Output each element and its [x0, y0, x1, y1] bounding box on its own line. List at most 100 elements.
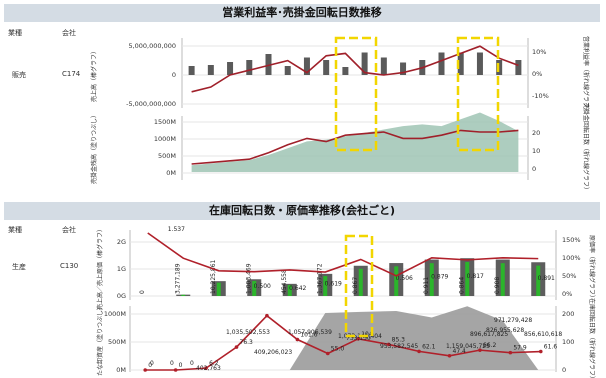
panel3-bar-inner	[465, 261, 470, 296]
panel4-left-tick: 500M	[108, 338, 126, 346]
panel1-bar	[227, 62, 234, 75]
panel4-point	[538, 349, 543, 354]
panel4-left-tick: 0M	[116, 366, 126, 374]
panel4-right-axis-title: 在庫回転日数（折れ線グラフ）	[588, 298, 596, 378]
panel1-bar	[361, 52, 368, 75]
highlight-box-3	[344, 234, 374, 338]
panel4-right-tick: 200	[562, 310, 574, 318]
panel1-bar	[380, 57, 387, 75]
panel3-bar-inner	[323, 276, 328, 296]
panel4-left-axis-title: たな卸資産（塗りつぶし）	[96, 304, 104, 376]
panel4-point	[143, 368, 148, 372]
panel3-line	[147, 232, 539, 277]
panel4-line-label: 104	[361, 331, 373, 338]
panel1-bar	[400, 62, 407, 75]
panel1-left-axis-title: 売上高（棒グラフ）	[90, 48, 98, 102]
panel4-area-label: 953,582,545	[380, 343, 418, 350]
panel2-right-tick: 10	[532, 147, 540, 155]
panel1-bar	[284, 66, 291, 75]
panel3-right-tick: 50%	[562, 272, 576, 280]
panel2-left-tick: 1500M	[154, 118, 176, 126]
panel1-right-axis-title: 営業利益率（折れ線グラフ）	[582, 36, 590, 114]
panel4-line-label: 55.0	[331, 346, 345, 353]
panel1-bar	[207, 65, 214, 75]
panel4-area-label: 856,610,618	[524, 331, 562, 338]
panel3-bar-label: 10,225,861	[210, 259, 217, 294]
panel4-right-tick: 0	[562, 366, 566, 374]
chart2-row-company: C130	[60, 262, 79, 270]
panel3-bar-inner	[358, 268, 363, 296]
panel4-point	[234, 345, 239, 349]
panel1-bar	[323, 60, 330, 75]
chart1-col-industry: 業種	[8, 29, 22, 37]
panel4-line	[145, 314, 541, 371]
panel4-point	[447, 353, 452, 358]
chart1-svg: 5,000,000,000 0 -5,000,000,000 10% 0% -10% 売上高…	[90, 36, 590, 193]
panel3-bar-inner-label: 0.619	[325, 280, 342, 287]
chart2-row-industry: 生産	[12, 263, 26, 271]
panel1-bar	[457, 52, 464, 75]
panel4-point	[478, 348, 482, 352]
panel4-line-label: 62.1	[422, 343, 436, 350]
panel1-right-tick: 10%	[532, 48, 546, 56]
panel1-bar	[476, 52, 483, 75]
panel3-bar-label: 0.864	[458, 277, 465, 294]
panel4-line-label: 0	[148, 362, 152, 369]
panel4-area-label: 402,763	[196, 365, 221, 372]
panel1-right-tick: -10%	[532, 92, 549, 100]
panel3-bar-inner	[394, 266, 399, 296]
panel3-bar-inner	[252, 280, 257, 296]
panel3-right-tick: 100%	[562, 254, 581, 262]
panel4-line-label: 47.4	[453, 348, 467, 355]
panel1-left-tick: 0	[172, 71, 176, 79]
panel3-bar-inner	[429, 263, 434, 296]
panel4-line-label: 57.9	[513, 345, 527, 352]
panel3-bar-inner	[500, 263, 505, 296]
panel1-left-tick: -5,000,000,000	[126, 100, 176, 108]
highlight-box-1	[334, 36, 378, 152]
panel3-bar-inner	[216, 282, 221, 296]
panel4-area-label: 1,035,502,553	[226, 329, 270, 336]
panel3-left-axis-title: 売上高／売上原価（棒グラフ）	[96, 226, 104, 310]
panel3-bar-label: 1,367,172	[316, 263, 323, 294]
panel4-point	[417, 349, 421, 354]
chart1-title: 営業利益率･売掛金回転日数推移	[4, 4, 600, 22]
panel2-left-tick: 1000M	[154, 135, 176, 143]
panel3-left-tick: 2G	[117, 238, 126, 246]
chart1-row-industry: 販売	[12, 71, 26, 79]
panel4-point	[325, 351, 330, 356]
panel4-point	[173, 368, 178, 372]
panel3-bar-label: 0.908	[494, 277, 501, 294]
panel3-right-tick: 150%	[562, 236, 581, 244]
panel4-point	[265, 313, 269, 318]
panel3-left-tick: 1G	[117, 265, 126, 273]
panel3-right-axis-title: 原価率（折れ線グラフ）	[588, 235, 596, 301]
panel4-area-label: 1,057,906,539	[288, 329, 332, 336]
chart1-col-company: 会社	[62, 29, 76, 37]
panel2-left-tick: 0M	[166, 169, 176, 177]
panel3-bar-inner-label: 0.506	[396, 275, 413, 282]
chart1-row-company: C174	[62, 70, 81, 78]
panel3-bar-inner	[536, 265, 541, 296]
panel3-bar-label: 3,277,189	[174, 263, 181, 294]
panel4-line-label: 76.3	[240, 339, 254, 346]
panel1-bar	[438, 52, 445, 75]
panel2-right-tick: 20	[532, 129, 540, 137]
panel1-right-tick: 0%	[532, 70, 542, 78]
panel1-left-tick: 5,000,000,000	[128, 42, 176, 50]
panel4-line-label: 6.2	[209, 360, 219, 367]
panel4-point	[356, 337, 361, 341]
panel4-area-label: 1,159,045,725	[446, 343, 490, 350]
panel3-bar-inner-label: 0.642	[289, 285, 306, 292]
panel1-bar	[515, 60, 522, 75]
panel1-bar	[265, 54, 272, 75]
chart2-title: 在庫回転日数・原価率推移(会社ごと)	[4, 202, 600, 220]
panel4-area-label: 0	[170, 360, 174, 367]
panel4-line-label: 101.6	[300, 332, 317, 339]
panel3-bar-label: 1,003,469	[245, 263, 252, 294]
panel4-area-label: 0	[150, 360, 154, 367]
panel4-area-label: 733,150	[346, 335, 371, 342]
panel3-line-label: 1.537	[168, 226, 185, 233]
panel3-right-tick: 0%	[562, 290, 572, 298]
panel3-bar-label: 0.867	[352, 277, 359, 294]
